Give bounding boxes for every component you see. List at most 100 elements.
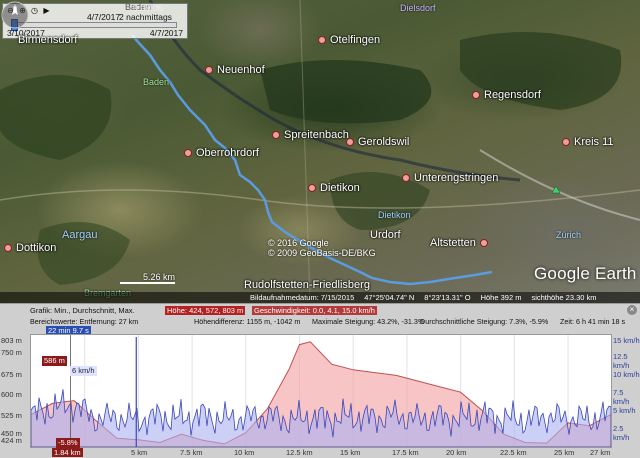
town-name: Rudolfstetten-Friedlisberg (244, 279, 370, 291)
y-axis-right-tick: 10 km/h (613, 370, 640, 379)
map-scale: 5.26 km (120, 272, 175, 284)
speed-series-area (31, 389, 611, 447)
x-axis-tick: 15 km (340, 448, 361, 457)
google-earth-logo: Google Earth (534, 264, 637, 283)
speed-stats-toggle[interactable]: Geschwindigkeit: 0.0, 4.1, 15.0 km/h (252, 306, 377, 315)
town-label[interactable]: Spreitenbach (272, 129, 349, 141)
y-axis-right-tick: 7.5 km/h (613, 388, 630, 406)
town-name: Unterengstringen (414, 172, 499, 184)
town-pin-icon (272, 131, 280, 139)
profile-range-row: Bereichswerte: Entfernung: 27 km Höhendi… (0, 317, 640, 327)
y-axis-right-tick: 15 km/h (613, 336, 640, 345)
longitude: 8°23'13.31" O (424, 293, 471, 302)
height-difference: Höhendifferenz: 1155 m, -1042 m (194, 317, 301, 326)
y-axis-left-tick: 675 m (1, 370, 22, 379)
clock-icon[interactable]: ◷ (31, 6, 38, 15)
town-pin-icon (562, 138, 570, 146)
eye-altitude: sichthöhe 23.30 km (531, 293, 597, 302)
time-slider[interactable]: Baden ⊖ ⊕ ◷ ▶ 4/7/2017 2 nachmittags 9:0… (2, 2, 188, 39)
town-pin-icon (184, 149, 192, 157)
y-axis-right-tick: 12.5 km/h (613, 352, 630, 370)
map-view[interactable]: Baden ⊖ ⊕ ◷ ▶ 4/7/2017 2 nachmittags 9:0… (0, 0, 640, 303)
latitude: 47°25'04.74" N (364, 293, 415, 302)
town-pin-icon (308, 184, 316, 192)
elevation-profile-panel: Grafik: Min., Durchschnitt, Max. Höhe: 4… (0, 303, 640, 458)
x-axis-tick: 10 km (234, 448, 255, 457)
y-axis-left-tick: 803 m (1, 336, 22, 345)
town-name: Spreitenbach (284, 129, 349, 141)
y-axis-left-tick: 450 m (1, 429, 22, 438)
y-axis-right-tick: 5 km/h (613, 406, 636, 415)
avg-slope: Durchschnittliche Steigung: 7.3%, -5.9% (420, 317, 549, 326)
x-axis-tick: 1.84 km (52, 448, 83, 457)
map-overlay (0, 0, 640, 301)
town-pin-icon (402, 174, 410, 182)
profile-chart[interactable] (31, 335, 611, 447)
credit-line: © 2009 GeoBasis-DE/BKG (268, 248, 376, 258)
cursor-time-tag: 22 min 9.7 s (46, 326, 91, 336)
town-name: Dietikon (320, 182, 360, 194)
svg-text:N: N (13, 7, 17, 13)
x-axis-tick: 7.5 km (180, 448, 203, 457)
x-axis-tick: 5 km (131, 448, 148, 457)
map-small-label: Aargau (62, 229, 98, 241)
max-slope: Maximale Steigung: 43.2%, -31.3% (312, 317, 425, 326)
town-name: Dottikon (16, 242, 57, 254)
town-label[interactable]: Rudolfstetten-Friedlisberg (244, 279, 370, 291)
time-slider-mode: 2 nachmittags (119, 12, 172, 22)
town-label[interactable]: Altstetten (430, 237, 488, 249)
town-label[interactable]: Regensdorf (472, 89, 541, 101)
y-axis-left-tick: 750 m (1, 348, 22, 357)
x-axis-tick: 22.5 km (500, 448, 527, 457)
town-name: Neuenhof (217, 64, 265, 76)
town-name: Altstetten (430, 237, 476, 249)
image-date: Bildaufnahmedatum: 7/15/2015 (250, 293, 355, 302)
cursor-slope-tag: -5.8% (56, 438, 80, 448)
close-icon[interactable]: × (627, 305, 637, 315)
map-small-label: Dietikon (378, 210, 411, 220)
elevation: Höhe 392 m (480, 293, 522, 302)
y-axis-left-tick: 525 m (1, 411, 22, 420)
town-label[interactable]: Neuenhof (205, 64, 265, 76)
height-stats-toggle[interactable]: Höhe: 424, 572, 803 m (165, 306, 246, 315)
town-label[interactable]: Urdorf (370, 229, 401, 241)
town-label[interactable]: Geroldswil (346, 136, 409, 148)
time-slider-start-date: 3/10/2017 (7, 28, 45, 38)
profile-summary-row: Grafik: Min., Durchschnitt, Max. Höhe: 4… (0, 306, 640, 317)
gps-track[interactable] (137, 41, 493, 286)
range-distance: Bereichswerte: Entfernung: 27 km (30, 317, 139, 326)
map-small-label: Zürich (556, 230, 582, 240)
x-axis-tick: 27 km (590, 448, 611, 457)
triangle-marker-icon[interactable] (551, 185, 561, 194)
town-name: Otelfingen (330, 34, 381, 46)
town-name: Kreis 11 (574, 136, 614, 148)
town-name: Geroldswil (358, 136, 410, 148)
play-icon[interactable]: ▶ (43, 6, 50, 15)
graph-label: Grafik: Min., Durchschnitt, Max. (30, 306, 135, 315)
town-label[interactable]: Dottikon (4, 242, 56, 254)
x-axis-tick: 12.5 km (286, 448, 313, 457)
time-slider-current-date: 4/7/2017 (87, 12, 121, 22)
credit-line: © 2016 Google (268, 238, 329, 248)
town-pin-icon (346, 138, 354, 146)
town-label[interactable]: Birmensdorf (18, 34, 77, 46)
cursor-height-tag: 586 m (42, 356, 67, 366)
town-name: Birmensdorf (18, 34, 78, 46)
town-label[interactable]: Oberrohrdorf (184, 147, 259, 159)
town-pin-icon (4, 244, 12, 252)
compass-icon[interactable]: N (0, 0, 30, 30)
status-bar: Bildaufnahmedatum: 7/15/2015 47°25'04.74… (0, 292, 640, 303)
profile-graph[interactable] (30, 334, 612, 448)
map-credits: © 2016 Google © 2009 GeoBasis-DE/BKG (268, 238, 376, 258)
town-pin-icon (479, 239, 488, 247)
town-label[interactable]: Dietikon (308, 182, 360, 194)
town-label[interactable]: Unterengstringen (402, 172, 498, 184)
town-label[interactable]: Kreis 11 (562, 136, 614, 148)
x-axis-tick: 20 km (446, 448, 467, 457)
y-axis-left-tick: 600 m (1, 390, 22, 399)
town-label[interactable]: Otelfingen (318, 34, 380, 46)
elapsed-time: Zeit: 6 h 41 min 18 s (560, 317, 626, 326)
time-slider-clock: 9:09:05 (133, 3, 164, 13)
town-pin-icon (472, 91, 480, 99)
map-small-label: Dielsdorf (400, 3, 436, 13)
